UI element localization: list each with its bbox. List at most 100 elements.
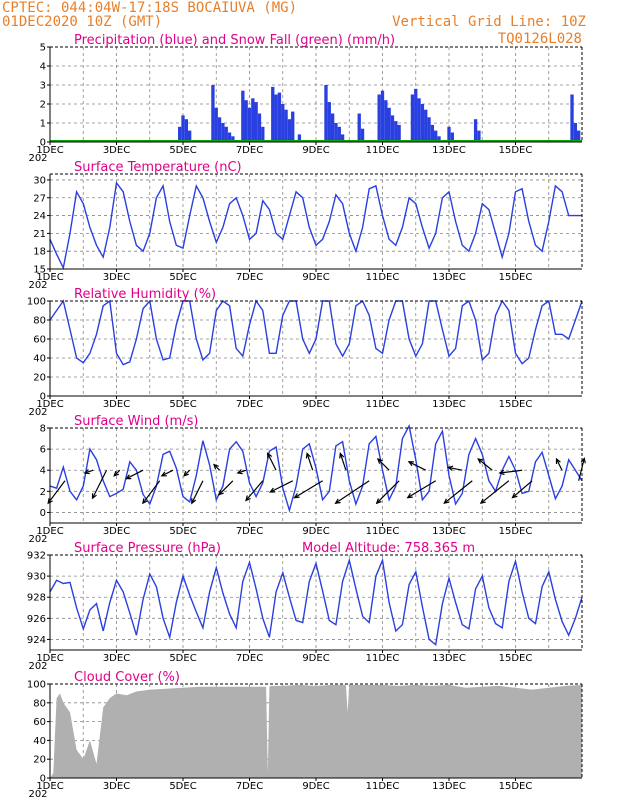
year-label: 202 <box>28 789 47 800</box>
year-label: 202 <box>28 661 47 672</box>
x-tick-label: 9DEC <box>302 526 329 537</box>
wind-arrowhead <box>213 463 219 470</box>
precip-bar <box>477 130 481 142</box>
x-tick-label: 11DEC <box>366 526 400 537</box>
x-tick-label: 15DEC <box>499 526 533 537</box>
wind-arrow <box>377 458 390 471</box>
precip-bar <box>251 98 255 142</box>
temp-title: Surface Temperature (nC) <box>74 160 242 175</box>
precip-bar <box>187 130 192 142</box>
precip-bar <box>227 132 232 142</box>
x-tick-label: 5DEC <box>169 272 196 283</box>
x-tick-label: 13DEC <box>432 526 466 537</box>
precip-bar <box>573 123 578 142</box>
x-tick-label: 7DEC <box>236 653 263 664</box>
precip-bar <box>244 100 248 142</box>
precip-bar <box>417 98 421 142</box>
wind-arrowhead <box>305 452 312 459</box>
wind-arrowhead <box>267 452 273 459</box>
x-tick-label: 11DEC <box>366 781 400 792</box>
precip-bar <box>420 104 425 142</box>
y-tick-label: 2 <box>40 100 46 111</box>
precip-bar <box>281 104 285 142</box>
precip-bar <box>231 136 235 142</box>
x-tick-label: 9DEC <box>302 145 329 156</box>
wind-arrow <box>306 453 314 471</box>
precip-bar <box>257 113 262 142</box>
wind-arrowhead <box>443 498 450 505</box>
y-tick-label: 8 <box>40 424 46 435</box>
wind-arrowhead <box>217 489 224 496</box>
year-label: 202 <box>28 407 47 418</box>
x-tick-label: 11DEC <box>366 272 400 283</box>
precip-bar <box>291 111 295 142</box>
y-tick-label: 24 <box>33 211 46 222</box>
wind-arrowhead <box>334 498 341 504</box>
cloud-title: Cloud Cover (%) <box>74 670 180 685</box>
y-tick-label: 1 <box>40 119 46 130</box>
x-tick-label: 9DEC <box>302 399 329 410</box>
precip-bar <box>254 102 258 142</box>
y-tick-label: 932 <box>27 551 46 562</box>
y-tick-label: 21 <box>33 229 46 240</box>
precip-bar <box>424 109 428 142</box>
wind-arrow <box>480 480 510 504</box>
y-tick-label: 80 <box>33 316 46 327</box>
year-label: 202 <box>28 153 47 164</box>
precip-bar <box>277 92 282 142</box>
precip-bar <box>357 113 361 142</box>
wind-arrowhead <box>269 487 276 493</box>
precip-bar <box>410 94 415 142</box>
precip-bar <box>390 115 395 142</box>
x-tick-label: 3DEC <box>103 145 130 156</box>
y-tick-label: 0 <box>40 392 46 403</box>
precip-bar <box>447 126 451 142</box>
wind-series-line <box>49 423 583 513</box>
precip-bar <box>274 94 278 142</box>
precip-bar <box>261 126 265 142</box>
y-tick-label: 20 <box>33 373 46 384</box>
precip-bar <box>570 94 574 142</box>
x-tick-label: 3DEC <box>103 272 130 283</box>
x-tick-label: 15DEC <box>499 272 533 283</box>
x-tick-label: 7DEC <box>236 272 263 283</box>
wind-panel: 0 2 4 6 8 1DEC 3DEC 5DEC 7DEC 9DEC 11DEC 13DEC 15DEC… <box>28 414 586 545</box>
wind-arrow <box>142 480 161 504</box>
wind-arrowhead <box>479 498 486 505</box>
wind-title: Surface Wind (m/s) <box>74 414 198 429</box>
wind-arrowhead <box>375 498 382 505</box>
y-tick-label: 100 <box>27 297 46 308</box>
model-altitude-note: Model Altitude: 758.365 m <box>302 541 475 556</box>
x-tick-label: 5DEC <box>169 653 196 664</box>
y-tick-label: 40 <box>33 354 46 365</box>
x-tick-label: 7DEC <box>236 526 263 537</box>
precip-bar <box>327 102 331 142</box>
wind-arrow <box>47 480 66 504</box>
y-tick-label: 30 <box>33 175 46 186</box>
press-title: Surface Pressure (hPa) <box>74 541 221 556</box>
temp-panel: 15 18 21 24 27 30 1DEC 3DEC 5DEC 7DEC 9DEC 11DEC 13D… <box>28 160 583 291</box>
x-tick-label: 1DEC <box>36 653 63 664</box>
wind-arrow <box>477 458 493 471</box>
x-tick-label: 11DEC <box>366 653 400 664</box>
precip-bar <box>214 107 218 142</box>
wind-arrow <box>376 480 400 504</box>
wind-arrowhead <box>407 461 414 467</box>
y-tick-label: 4 <box>40 466 46 477</box>
wind-arrowhead <box>555 457 561 464</box>
precip-bar <box>211 85 215 142</box>
precip-bar <box>287 119 292 142</box>
wind-arrow <box>339 453 347 471</box>
rh-panel: 0 20 40 60 80 100 1DEC 3DEC 5DEC 7DEC 9DEC 11DEC 13D… <box>27 287 583 418</box>
x-tick-label: 5DEC <box>169 145 196 156</box>
precip-bar <box>380 90 385 142</box>
precip-bar <box>434 130 438 142</box>
y-tick-label: 924 <box>27 635 46 646</box>
precip-bar <box>360 128 365 142</box>
wind-arrowhead <box>511 492 518 499</box>
wind-arrowhead <box>406 493 413 499</box>
x-tick-label: 5DEC <box>169 781 196 792</box>
wind-arrow <box>237 469 247 474</box>
wind-arrowhead <box>91 493 97 500</box>
x-tick-label: 5DEC <box>169 526 196 537</box>
